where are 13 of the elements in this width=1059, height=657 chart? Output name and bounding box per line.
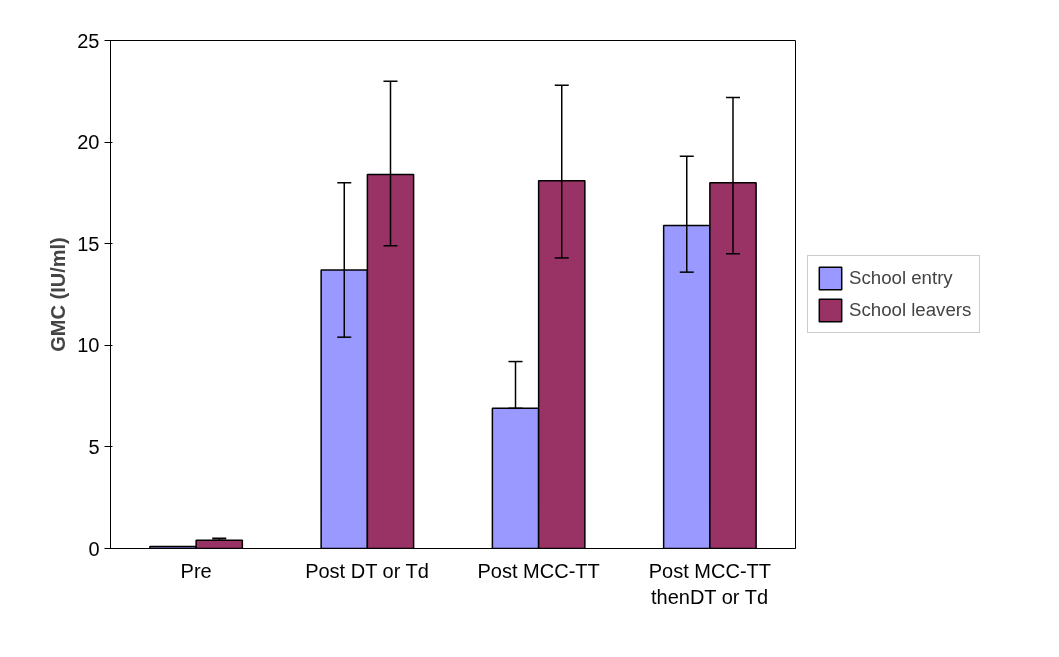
x-tick-label: Post MCC-TT thenDT or Td	[648, 559, 771, 608]
y-tick-label: 5	[88, 435, 100, 458]
y-tick-label: 10	[77, 334, 100, 357]
x-tick-label: Post DT or Td	[305, 559, 429, 582]
x-tick-label: Pre	[180, 559, 212, 582]
y-tick-label: 20	[77, 131, 100, 154]
legend-label: School leavers	[849, 299, 972, 321]
y-axis-title: GMC (IU/ml)	[47, 237, 70, 352]
x-tick-label: Post MCC-TT	[477, 559, 600, 582]
y-tick-label: 25	[77, 29, 100, 52]
y-tick-label: 0	[88, 537, 100, 560]
legend-label: School entry	[849, 267, 953, 289]
y-tick-label: 15	[77, 232, 100, 255]
